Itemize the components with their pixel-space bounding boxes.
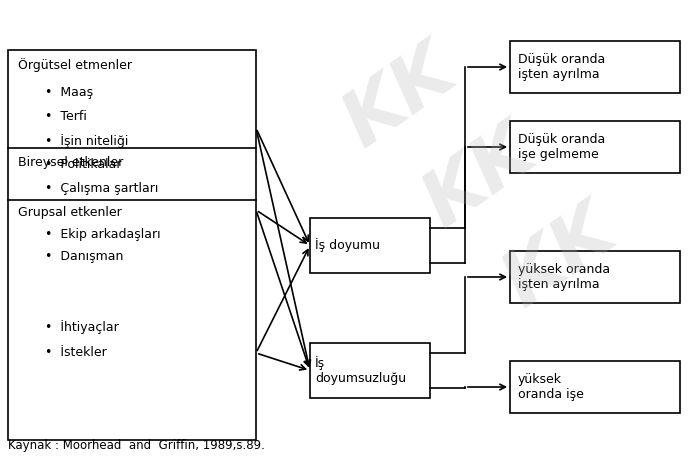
- Text: Bireysel etkenler: Bireysel etkenler: [18, 156, 123, 169]
- Bar: [510, 361, 680, 413]
- Bar: [510, 251, 680, 303]
- Text: KK: KK: [330, 34, 470, 162]
- Text: yüksek
oranda işe: yüksek oranda işe: [518, 373, 584, 401]
- Bar: [510, 121, 680, 173]
- Text: •  Ekip arkadaşları: • Ekip arkadaşları: [45, 228, 160, 241]
- Text: KK: KK: [410, 114, 550, 242]
- Text: •  Politikalar: • Politikalar: [45, 158, 122, 171]
- Text: •  Danışman: • Danışman: [45, 250, 123, 263]
- Bar: [510, 41, 680, 93]
- Text: •  Maaş: • Maaş: [45, 86, 93, 99]
- Text: Düşük oranda
işe gelmeme: Düşük oranda işe gelmeme: [518, 133, 606, 161]
- Bar: [8, 50, 256, 440]
- Text: KK: KK: [490, 194, 630, 322]
- Text: •  Çalışma şartları: • Çalışma şartları: [45, 182, 158, 195]
- Text: İş
doyumsuzluğu: İş doyumsuzluğu: [315, 356, 406, 385]
- Text: İş doyumu: İş doyumu: [315, 239, 380, 252]
- Bar: [310, 343, 430, 398]
- Text: •  İşin niteliği: • İşin niteliği: [45, 134, 128, 148]
- Text: •  İstekler: • İstekler: [45, 346, 106, 359]
- Text: yüksek oranda
işten ayrılma: yüksek oranda işten ayrılma: [518, 263, 610, 291]
- Text: Kaynak : Moorhead  and  Griffin, 1989,s.89.: Kaynak : Moorhead and Griffin, 1989,s.89…: [8, 439, 265, 452]
- Text: Grupsal etkenler: Grupsal etkenler: [18, 206, 122, 219]
- Text: Düşük oranda
işten ayrılma: Düşük oranda işten ayrılma: [518, 53, 606, 81]
- Text: •  İhtiyaçlar: • İhtiyaçlar: [45, 320, 119, 334]
- Text: •  Terfi: • Terfi: [45, 110, 87, 123]
- Bar: [310, 218, 430, 273]
- Text: Örgütsel etmenler: Örgütsel etmenler: [18, 58, 132, 72]
